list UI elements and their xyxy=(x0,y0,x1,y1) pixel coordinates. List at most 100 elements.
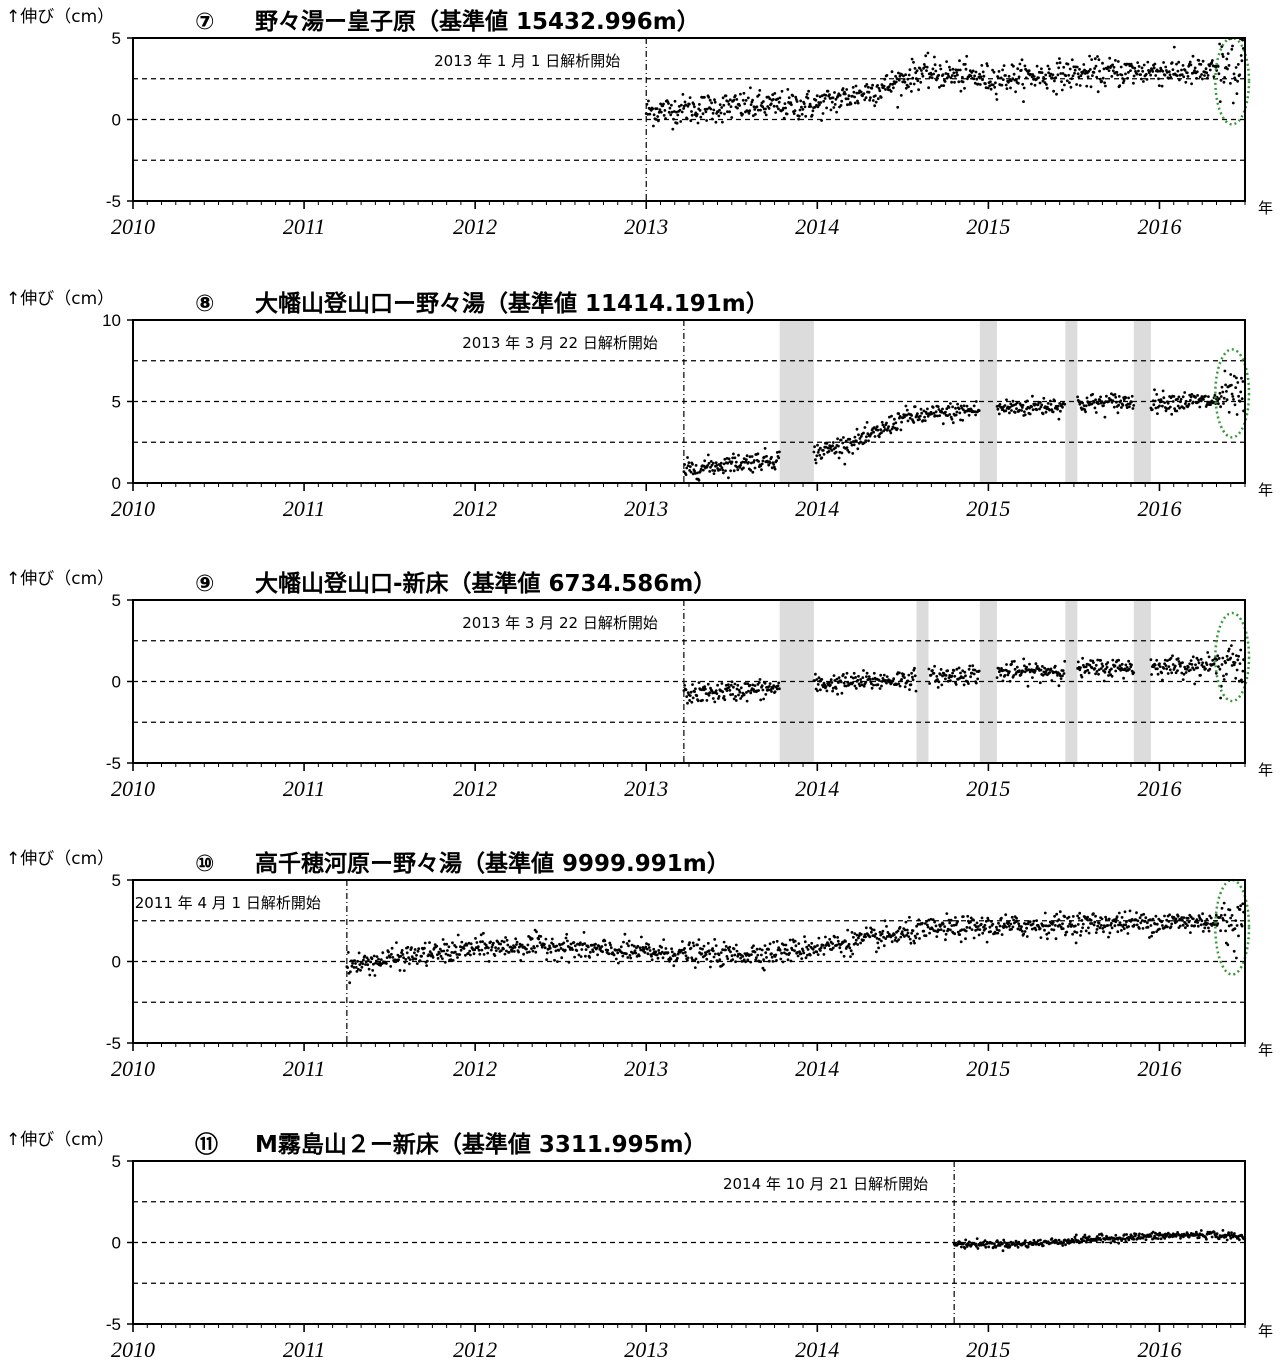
data-point xyxy=(1179,1236,1182,1240)
data-point xyxy=(950,674,954,678)
data-point xyxy=(675,121,679,125)
data-point xyxy=(907,673,911,677)
data-point xyxy=(698,109,702,112)
data-point xyxy=(948,68,952,72)
x-tick-label: 2010 xyxy=(111,496,155,521)
data-point xyxy=(885,421,888,425)
data-point xyxy=(534,950,538,954)
data-point xyxy=(694,464,698,467)
y-tick-label: 0 xyxy=(112,111,121,130)
data-point xyxy=(1017,81,1020,85)
data-point xyxy=(1004,913,1008,917)
data-point xyxy=(799,99,803,103)
data-point xyxy=(913,405,917,408)
data-point xyxy=(1064,1243,1067,1247)
data-point xyxy=(579,941,582,945)
data-point xyxy=(629,956,633,960)
data-point xyxy=(879,673,883,677)
data-point xyxy=(1217,657,1221,660)
data-point xyxy=(1127,659,1130,663)
data-point xyxy=(852,671,856,675)
data-point xyxy=(1234,66,1238,69)
data-point xyxy=(1182,1235,1185,1239)
data-point xyxy=(1042,77,1046,81)
data-point xyxy=(961,418,965,422)
data-point xyxy=(468,949,472,953)
data-point xyxy=(1140,66,1144,70)
data-point xyxy=(669,113,673,117)
data-point xyxy=(691,472,695,476)
data-point xyxy=(947,918,951,922)
data-point xyxy=(1221,390,1225,394)
data-point xyxy=(1032,919,1036,923)
data-point xyxy=(977,925,980,928)
data-point xyxy=(1170,671,1174,675)
data-point xyxy=(687,943,691,947)
data-point xyxy=(926,925,930,929)
data-point xyxy=(908,68,912,72)
data-point xyxy=(730,954,734,958)
data-point xyxy=(1158,662,1161,666)
data-point xyxy=(944,410,947,414)
data-point xyxy=(769,102,773,106)
data-point xyxy=(1221,52,1224,56)
data-point xyxy=(806,953,809,957)
data-point xyxy=(1093,67,1096,70)
data-point xyxy=(937,408,941,411)
data-point xyxy=(672,117,675,121)
data-point xyxy=(764,951,768,955)
data-point xyxy=(834,450,838,454)
data-point xyxy=(1062,1241,1065,1245)
data-point xyxy=(1092,71,1096,74)
data-point xyxy=(1057,1238,1061,1242)
data-point xyxy=(1105,665,1109,669)
data-point xyxy=(502,940,506,944)
data-point xyxy=(762,968,766,972)
data-point xyxy=(1234,919,1238,922)
data-point xyxy=(862,684,866,688)
data-point xyxy=(964,67,968,71)
data-point xyxy=(627,944,630,948)
data-point xyxy=(1241,669,1245,673)
data-point xyxy=(1044,410,1048,414)
data-point xyxy=(1094,914,1097,918)
data-point xyxy=(1184,926,1187,930)
data-point xyxy=(918,67,922,70)
data-point xyxy=(828,937,832,941)
data-point xyxy=(878,89,882,93)
data-point xyxy=(732,469,736,473)
data-point xyxy=(923,415,926,419)
data-point xyxy=(700,952,704,955)
data-point xyxy=(724,469,727,473)
data-point xyxy=(560,956,564,960)
data-point xyxy=(849,675,853,679)
data-point xyxy=(757,93,761,97)
data-point xyxy=(451,959,455,962)
data-point xyxy=(734,943,738,947)
data-point xyxy=(953,932,957,936)
data-point xyxy=(931,406,935,409)
data-point xyxy=(363,954,367,958)
data-point xyxy=(1106,65,1110,69)
data-point xyxy=(1189,63,1193,67)
data-point xyxy=(681,940,684,943)
data-point xyxy=(801,949,805,953)
data-point xyxy=(1184,80,1188,84)
data-point xyxy=(1235,668,1239,672)
data-point xyxy=(366,963,370,967)
data-point xyxy=(688,941,691,944)
data-point xyxy=(889,431,893,435)
data-point xyxy=(911,76,915,80)
data-point xyxy=(916,922,920,926)
data-point xyxy=(1061,927,1065,930)
data-point xyxy=(1115,915,1119,919)
data-point xyxy=(722,103,726,107)
data-point xyxy=(1236,381,1240,384)
data-point xyxy=(922,409,926,413)
data-point xyxy=(1173,664,1177,668)
data-point xyxy=(670,947,673,951)
data-point xyxy=(1008,1244,1012,1248)
data-point xyxy=(950,417,954,421)
data-point xyxy=(871,99,875,102)
data-point xyxy=(790,948,794,952)
